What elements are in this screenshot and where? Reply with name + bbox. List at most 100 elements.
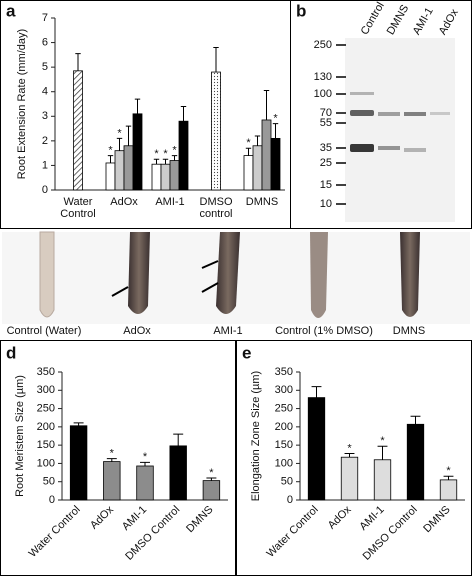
error-bar	[213, 46, 219, 73]
x-tick-label: AMI-1	[155, 196, 184, 208]
y-tick-label: 300	[275, 384, 293, 396]
marker-label: 70	[320, 107, 332, 119]
y-axis-title: Root Meristem Size (µm)	[14, 375, 26, 497]
label-line: DMNS	[246, 196, 278, 208]
bar	[243, 155, 254, 191]
y-tick-label: 1	[42, 159, 48, 171]
significance-mark: *	[110, 448, 115, 460]
x-tick-label: AdOx	[88, 503, 116, 531]
error-bar	[377, 445, 388, 460]
y-tick-label: 350	[37, 366, 55, 378]
marker-label: 130	[314, 71, 332, 83]
error-bar	[162, 158, 169, 165]
blot-membrane	[345, 38, 455, 222]
error-bar	[140, 461, 150, 466]
x-tick-label: DMNS	[184, 504, 215, 535]
bar	[270, 137, 281, 191]
y-tick-label: 300	[37, 384, 55, 396]
error-bar	[125, 125, 132, 146]
bar	[202, 480, 221, 501]
lane-label: DMNS	[385, 3, 412, 37]
x-tick-label: Water Control	[60, 196, 95, 220]
label-line: AdOx	[110, 196, 138, 208]
y-tick-label: 100	[37, 457, 55, 469]
x-tick-label: Water Control	[264, 504, 320, 560]
lane-label: AdOx	[437, 7, 461, 37]
panel-letter: d	[6, 343, 16, 362]
bar	[160, 163, 171, 191]
error-bar	[311, 386, 322, 398]
significance-mark: *	[163, 148, 168, 160]
y-axis-title: Root Extension Rate (mm/day)	[16, 29, 28, 179]
photo-caption: DMNS	[393, 325, 425, 337]
y-tick-label: 250	[37, 402, 55, 414]
error-bar	[206, 477, 217, 481]
y-tick-label: 150	[37, 439, 55, 451]
y-tick-label: 6	[42, 36, 48, 48]
x-tick-label: DMNS	[246, 196, 278, 208]
y-tick-label: 50	[43, 476, 55, 488]
y-tick-label: 350	[275, 366, 293, 378]
marker-label: 55	[320, 117, 332, 129]
lane-label: Control	[359, 0, 387, 37]
error-bar	[134, 98, 141, 114]
error-bar	[73, 422, 84, 426]
marker-label: 35	[320, 142, 332, 154]
bar	[73, 70, 83, 191]
bar	[151, 163, 162, 191]
y-tick-label: 100	[275, 457, 293, 469]
label-line: AMI-1	[155, 196, 184, 208]
bar	[105, 162, 116, 191]
bar	[132, 113, 143, 191]
marker-label: 10	[320, 198, 332, 210]
x-tick-label: Water Control	[27, 504, 83, 560]
significance-mark: *	[246, 137, 251, 149]
y-axis-title: Elongation Zone Size (µm)	[250, 371, 262, 501]
error-bar	[153, 158, 160, 165]
bar	[123, 145, 134, 191]
bar	[307, 397, 326, 501]
significance-mark: *	[347, 442, 352, 454]
error-bar	[171, 155, 178, 161]
bar	[103, 461, 121, 501]
x-tick-label: AdOx	[326, 503, 354, 531]
error-bar	[263, 89, 270, 120]
error-bar	[410, 415, 421, 425]
bar	[169, 160, 180, 191]
error-bar	[116, 137, 123, 151]
marker-label: 15	[320, 179, 332, 191]
y-tick-label: 0	[287, 494, 293, 506]
label-line: control	[199, 208, 232, 220]
bar	[340, 456, 359, 501]
error-bar	[254, 135, 261, 146]
bar	[261, 119, 272, 191]
lane-label: AMI-1	[411, 6, 436, 37]
bar	[439, 479, 458, 501]
y-tick-label: 0	[49, 494, 55, 506]
panel-letter: b	[296, 1, 306, 20]
significance-mark: *	[209, 467, 214, 479]
significance-mark: *	[380, 435, 385, 447]
error-bar	[344, 453, 355, 458]
significance-mark: *	[108, 145, 113, 157]
root-photos	[2, 231, 470, 324]
error-bar	[180, 105, 187, 122]
marker-label: 250	[314, 39, 332, 51]
panel-letter: a	[6, 1, 16, 20]
label-line: Water	[64, 196, 93, 208]
blot-bands	[350, 92, 450, 152]
significance-mark: *	[154, 148, 159, 160]
x-tick-label: AdOx	[110, 196, 138, 208]
error-bar	[245, 147, 252, 156]
error-bar	[443, 475, 454, 480]
bar	[136, 465, 154, 501]
marker-label: 100	[314, 88, 332, 100]
bar	[69, 425, 88, 501]
y-tick-label: 150	[275, 439, 293, 451]
bar	[373, 459, 392, 501]
error-bar	[106, 458, 117, 462]
y-tick-label: 200	[37, 421, 55, 433]
label-line: Control	[60, 208, 95, 220]
error-bar	[107, 155, 114, 163]
